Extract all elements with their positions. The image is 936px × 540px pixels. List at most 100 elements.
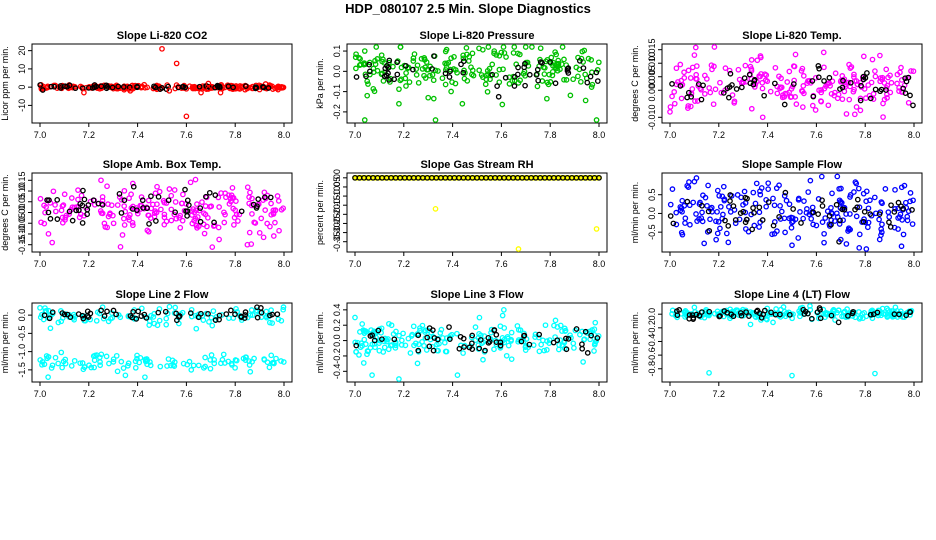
outlier-point: [701, 240, 708, 247]
outlier-point: [205, 80, 212, 87]
data-point: [151, 320, 158, 327]
data-point: [677, 204, 684, 210]
data-point: [554, 324, 561, 330]
data-point: [732, 217, 739, 223]
chart-panel-9: Slope Line 4 (LT) Flow ml/min per min. 7.0…: [630, 289, 923, 399]
data-point: [68, 195, 75, 201]
data-point: [707, 216, 713, 223]
data-point: [463, 51, 470, 58]
data-point: [681, 309, 688, 315]
data-point: [482, 81, 489, 88]
data-point: [850, 308, 856, 315]
data-point: [201, 230, 208, 237]
data-point: [508, 356, 515, 363]
data-point: [258, 215, 265, 222]
data-point: [392, 342, 399, 349]
data-point: [232, 207, 239, 214]
data-point: [819, 219, 826, 226]
data-point: [59, 219, 66, 226]
data-point: [880, 114, 886, 120]
data-point: [423, 59, 430, 65]
data-point: [864, 70, 870, 76]
data-point: [173, 310, 179, 317]
data-point: [684, 198, 691, 205]
data-point: [563, 77, 570, 83]
data-point: [182, 186, 188, 193]
data-point: [460, 69, 467, 76]
data-point: [534, 66, 541, 73]
data-point: [852, 206, 858, 213]
data-point: [135, 308, 142, 315]
data-point: [47, 215, 54, 222]
data-point: [592, 340, 598, 347]
data-point: [390, 63, 396, 70]
data-point: [231, 214, 238, 221]
data-point: [244, 184, 251, 191]
outlier-point: [352, 314, 358, 321]
data-point: [769, 231, 775, 238]
data-point: [103, 82, 110, 89]
y-axis-label: ml/min per min.: [315, 312, 325, 374]
data-point: [678, 77, 685, 84]
data-point: [487, 76, 493, 83]
data-point: [75, 311, 82, 317]
data-point: [386, 76, 392, 83]
data-point: [826, 213, 833, 219]
data-point: [114, 368, 121, 375]
data-point: [867, 311, 874, 318]
data-point: [910, 102, 916, 109]
data-point: [735, 66, 742, 73]
data-point: [536, 348, 543, 355]
data-point: [751, 209, 757, 216]
data-point: [84, 308, 91, 315]
data-point: [211, 360, 218, 367]
data-point: [195, 362, 202, 369]
x-tick-label: 8.0: [278, 389, 291, 399]
data-point: [591, 326, 598, 333]
data-point: [67, 314, 74, 321]
data-point: [529, 44, 535, 50]
data-point: [451, 53, 457, 60]
data-point: [443, 46, 450, 53]
data-point: [896, 311, 902, 318]
data-point: [406, 79, 413, 85]
data-point: [845, 312, 851, 319]
data-point: [477, 337, 484, 343]
data-point: [90, 197, 97, 204]
data-point: [783, 197, 790, 204]
data-point: [505, 342, 512, 349]
data-point: [363, 73, 369, 80]
data-point: [252, 220, 259, 226]
data-point: [823, 83, 829, 90]
data-point: [562, 328, 568, 335]
data-point: [366, 61, 373, 68]
data-point: [491, 327, 498, 334]
data-point: [373, 44, 380, 50]
data-point: [870, 91, 877, 97]
data-point: [747, 80, 754, 87]
data-point: [144, 227, 151, 234]
data-point: [358, 340, 365, 347]
data-point: [756, 224, 762, 230]
data-point: [270, 233, 277, 239]
data-point: [805, 189, 812, 195]
data-point: [375, 327, 382, 334]
data-point: [222, 211, 228, 218]
data-point: [73, 207, 80, 214]
data-point: [99, 201, 106, 208]
data-point: [424, 66, 430, 73]
data-point: [353, 51, 359, 58]
data-point: [228, 307, 234, 314]
data-point: [460, 335, 467, 342]
data-point: [47, 200, 54, 206]
data-point: [210, 223, 217, 229]
x-tick-label: 7.8: [859, 130, 872, 140]
data-point: [278, 84, 285, 90]
x-tick-label: 7.8: [544, 389, 557, 399]
data-point: [354, 339, 361, 346]
data-point: [742, 226, 749, 232]
data-point: [579, 345, 586, 352]
plot-frame: [31, 43, 293, 124]
data-point: [438, 326, 445, 333]
